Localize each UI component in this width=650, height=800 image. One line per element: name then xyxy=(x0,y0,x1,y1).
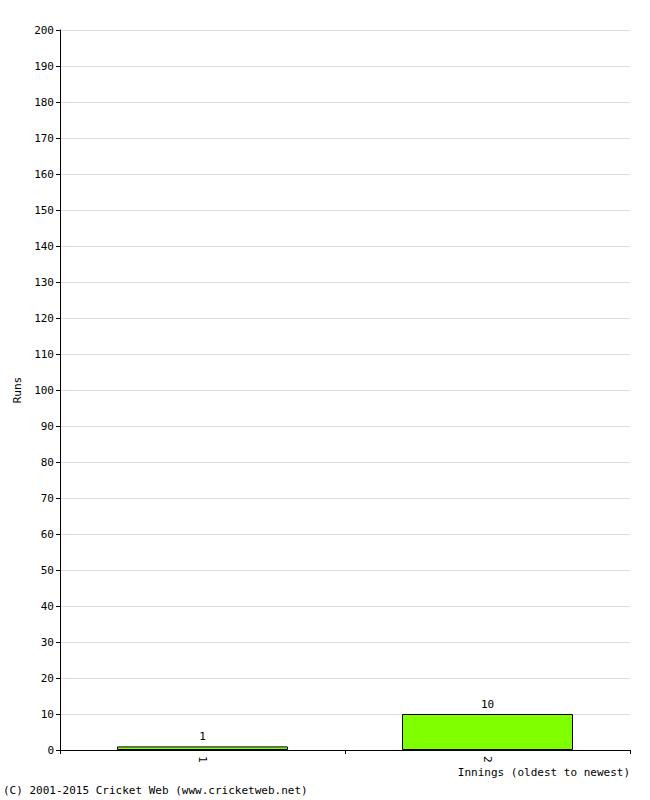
svg-text:40: 40 xyxy=(41,600,54,613)
svg-text:30: 30 xyxy=(41,636,54,649)
svg-text:90: 90 xyxy=(41,420,54,433)
svg-text:150: 150 xyxy=(34,204,54,217)
svg-text:1: 1 xyxy=(196,756,209,763)
svg-text:190: 190 xyxy=(34,60,54,73)
svg-text:180: 180 xyxy=(34,96,54,109)
svg-text:2: 2 xyxy=(481,756,494,763)
svg-text:Runs: Runs xyxy=(11,377,24,404)
svg-text:0: 0 xyxy=(47,744,54,757)
svg-text:1: 1 xyxy=(199,730,206,743)
svg-text:(C) 2001-2015 Cricket Web (www: (C) 2001-2015 Cricket Web (www.cricketwe… xyxy=(3,784,308,797)
svg-text:160: 160 xyxy=(34,168,54,181)
svg-text:120: 120 xyxy=(34,312,54,325)
svg-text:140: 140 xyxy=(34,240,54,253)
svg-text:110: 110 xyxy=(34,348,54,361)
svg-text:50: 50 xyxy=(41,564,54,577)
svg-text:10: 10 xyxy=(481,698,494,711)
svg-text:200: 200 xyxy=(34,24,54,37)
svg-text:130: 130 xyxy=(34,276,54,289)
svg-text:20: 20 xyxy=(41,672,54,685)
svg-text:70: 70 xyxy=(41,492,54,505)
svg-text:10: 10 xyxy=(41,708,54,721)
svg-text:Innings (oldest to newest): Innings (oldest to newest) xyxy=(458,766,630,779)
svg-text:170: 170 xyxy=(34,132,54,145)
svg-text:80: 80 xyxy=(41,456,54,469)
svg-text:100: 100 xyxy=(34,384,54,397)
svg-text:60: 60 xyxy=(41,528,54,541)
